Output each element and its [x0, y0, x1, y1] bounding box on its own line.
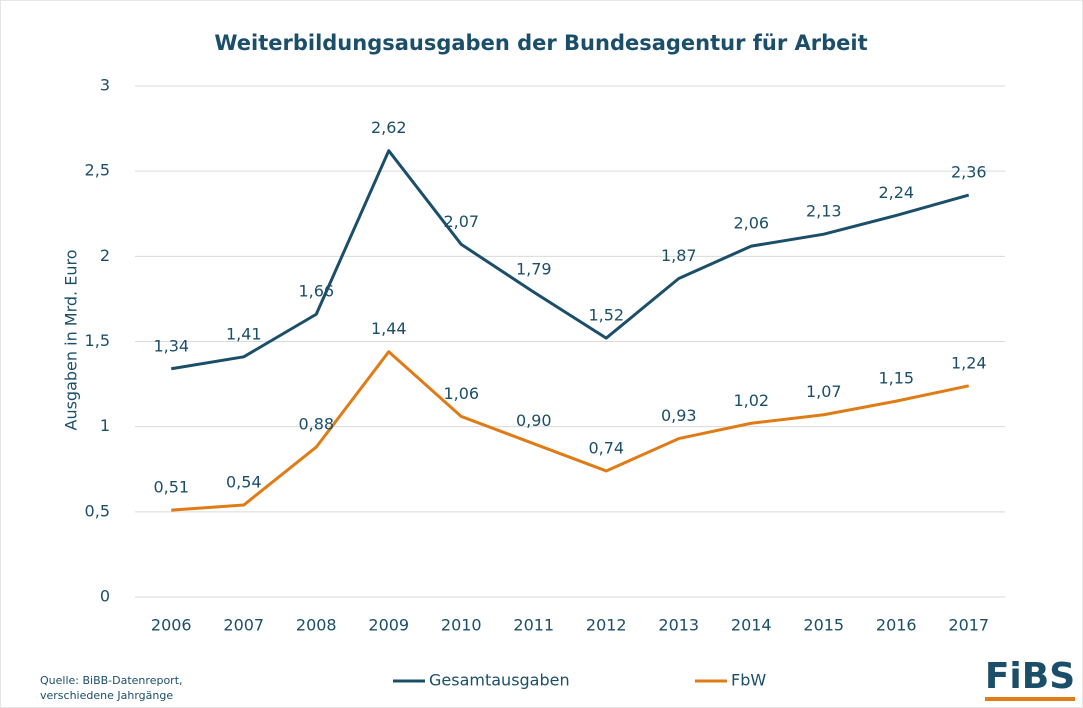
chart-title: Weiterbildungsausgaben der Bundesagentur… — [214, 31, 867, 55]
data-label: 1,41 — [226, 324, 262, 343]
data-label: 2,62 — [371, 118, 407, 137]
data-label: 2,07 — [443, 212, 479, 231]
x-tick-label: 2012 — [586, 616, 627, 635]
data-label: 2,13 — [806, 202, 842, 221]
x-tick-label: 2015 — [803, 616, 844, 635]
y-axis-title: Ausgaben in Mrd. Euro — [62, 250, 81, 431]
data-label: 1,06 — [443, 384, 479, 403]
x-tick-label: 2017 — [948, 616, 989, 635]
data-label: 1,24 — [951, 353, 987, 372]
data-label: 0,51 — [153, 478, 189, 497]
data-label: 2,24 — [878, 183, 914, 202]
y-tick-label: 3 — [100, 76, 110, 95]
data-label: 1,07 — [806, 382, 842, 401]
x-tick-label: 2011 — [513, 616, 554, 635]
x-tick-label: 2014 — [731, 616, 772, 635]
legend-label: FbW — [731, 671, 766, 690]
x-tick-label: 2013 — [658, 616, 699, 635]
data-label: 0,88 — [298, 415, 334, 434]
data-label: 2,06 — [733, 214, 769, 233]
data-label: 1,02 — [733, 391, 769, 410]
data-label: 1,15 — [878, 369, 914, 388]
x-tick-label: 2006 — [151, 616, 192, 635]
x-tick-label: 2010 — [441, 616, 482, 635]
data-label: 1,79 — [516, 260, 552, 279]
x-tick-label: 2009 — [368, 616, 409, 635]
source: Quelle: BiBB-Datenreport, — [40, 674, 183, 687]
y-tick-label: 1 — [100, 416, 110, 435]
x-tick-label: 2016 — [876, 616, 917, 635]
y-tick-label: 1,5 — [85, 331, 110, 350]
y-tick-label: 2 — [100, 246, 110, 265]
x-tick-label: 2008 — [296, 616, 337, 635]
data-label: 1,44 — [371, 319, 407, 338]
data-label: 0,90 — [516, 411, 552, 430]
data-label: 2,36 — [951, 163, 987, 182]
y-tick-label: 2,5 — [85, 161, 110, 180]
line-series — [171, 350, 970, 512]
logo-bar — [985, 697, 1075, 701]
data-label: 1,66 — [298, 282, 334, 301]
data-label: 0,54 — [226, 473, 262, 492]
data-label: 1,87 — [661, 246, 697, 265]
x-tick-label: 2007 — [223, 616, 264, 635]
logo: FiBS — [985, 656, 1075, 697]
data-label: 0,74 — [588, 438, 624, 457]
y-tick-label: 0 — [100, 587, 110, 606]
data-label: 1,34 — [153, 336, 189, 355]
line-series — [171, 149, 970, 371]
data-label: 1,52 — [588, 306, 624, 325]
legend-label: Gesamtausgaben — [429, 671, 570, 690]
y-tick-label: 0,5 — [85, 501, 110, 520]
data-label: 0,93 — [661, 406, 697, 425]
source: verschiedene Jahrgänge — [40, 689, 173, 702]
